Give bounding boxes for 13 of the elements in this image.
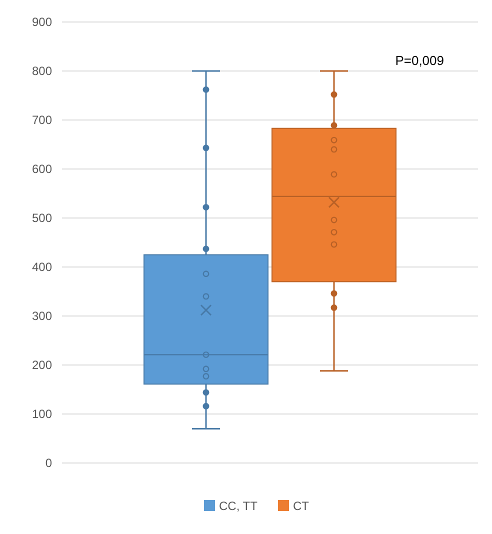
y-tick-label: 0 [45, 456, 52, 470]
y-tick-label: 300 [32, 309, 52, 324]
annotation: P=0,009 [395, 53, 444, 68]
y-tick-label: 900 [32, 15, 52, 30]
legend-label: CT [293, 499, 310, 513]
y-tick-label: 500 [32, 211, 52, 226]
y-tick-label: 400 [32, 260, 52, 274]
y-tick-label: 800 [32, 64, 52, 78]
y-tick-label: 200 [32, 358, 52, 372]
y-tick-label: 100 [32, 407, 52, 422]
legend-label: CC, TT [219, 499, 258, 513]
y-tick-label: 700 [32, 113, 52, 128]
y-tick-label: 600 [32, 162, 52, 176]
